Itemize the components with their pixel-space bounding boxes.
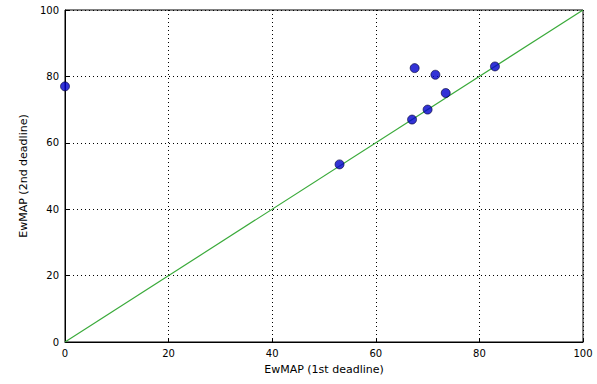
svg-text:20: 20	[46, 270, 59, 281]
svg-text:EwMAP (1st deadline): EwMAP (1st deadline)	[264, 363, 384, 376]
svg-text:60: 60	[46, 137, 59, 148]
svg-text:40: 40	[46, 204, 59, 215]
svg-text:100: 100	[573, 348, 592, 359]
svg-text:80: 80	[473, 348, 486, 359]
svg-text:0: 0	[62, 348, 68, 359]
svg-text:60: 60	[369, 348, 382, 359]
svg-text:EwMAP (2nd deadline): EwMAP (2nd deadline)	[17, 114, 30, 237]
svg-text:80: 80	[46, 71, 59, 82]
svg-text:20: 20	[162, 348, 175, 359]
svg-text:0: 0	[53, 337, 59, 348]
svg-text:100: 100	[40, 5, 59, 16]
svg-text:40: 40	[266, 348, 279, 359]
